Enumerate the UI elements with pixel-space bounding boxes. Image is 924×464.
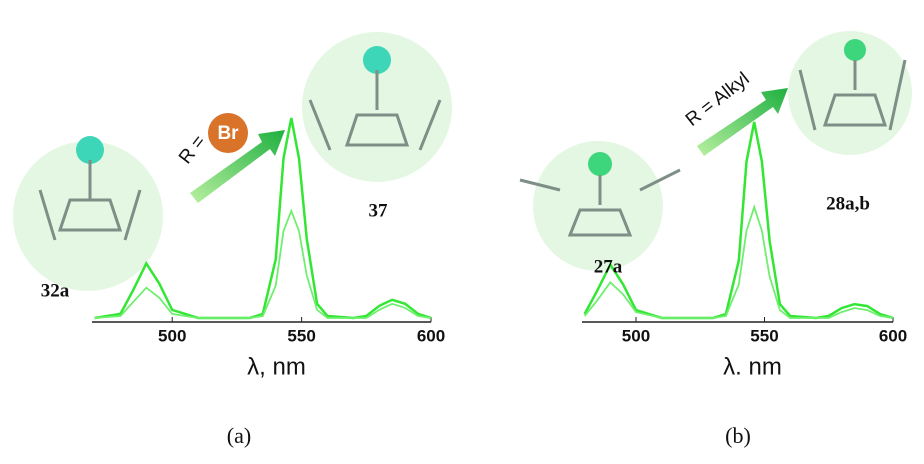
x-tick-label: 600: [417, 326, 445, 345]
x-tick-label: 500: [158, 326, 186, 345]
ion: [363, 46, 391, 74]
panel-label: (b): [725, 423, 751, 448]
annotation: 27a: [594, 256, 623, 277]
panel-label: (a): [227, 423, 251, 448]
x-tick-label: 550: [750, 326, 778, 345]
x-tick-label: 500: [622, 326, 650, 345]
ion: [844, 39, 866, 61]
annotation: 37: [369, 200, 389, 221]
figure: 500 550 600 λ, nm (a) 32a 37 R = Br 500 550 600 λ. …: [0, 0, 924, 464]
ion: [76, 136, 104, 164]
annotation: R =: [175, 131, 210, 168]
x-axis-label: λ. nm: [723, 353, 782, 380]
annotation: 32a: [41, 280, 70, 301]
x-tick-label: 550: [287, 326, 315, 345]
annotation: Br: [217, 123, 239, 144]
ion: [588, 152, 612, 176]
x-tick-label: 600: [879, 326, 907, 345]
annotation: 28a,b: [826, 193, 870, 214]
x-axis-label: λ, nm: [247, 353, 306, 380]
molecule-skeleton: [40, 60, 905, 240]
